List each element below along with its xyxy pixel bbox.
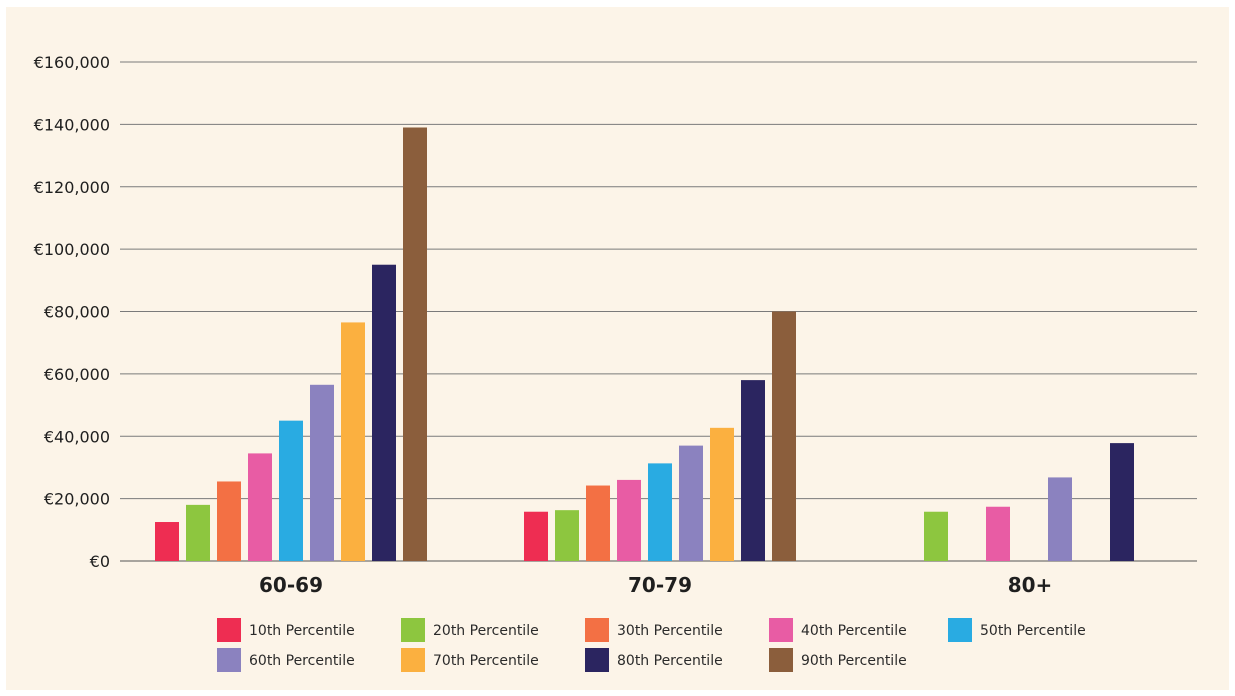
bar-60-69-20th-percentile	[186, 504, 210, 561]
bar-60-69-10th-percentile	[155, 522, 179, 561]
bar-70-79-80th-percentile	[741, 380, 765, 561]
legend-swatch	[948, 618, 972, 642]
legend-label: 80th Percentile	[617, 653, 723, 669]
legend-label: 30th Percentile	[617, 623, 723, 639]
legend-label: 60th Percentile	[249, 653, 355, 669]
bar-70-79-10th-percentile	[524, 511, 548, 561]
bar-70-79-40th-percentile	[617, 479, 641, 561]
bar-70-79-90th-percentile	[772, 311, 796, 561]
y-tick-label: €80,000	[44, 303, 110, 322]
legend-swatch	[585, 648, 609, 672]
legend-swatch	[769, 648, 793, 672]
bar-70-79-60th-percentile	[679, 445, 703, 561]
bar-80+-20th-percentile	[924, 511, 948, 561]
legend-item: 10th Percentile	[217, 618, 355, 642]
legend-label: 20th Percentile	[433, 623, 539, 639]
y-axis-tick-labels: €0 €20,000 €40,000 €60,000 €80,000 €100,000 €1…	[34, 53, 110, 571]
bar-60-69-90th-percentile	[403, 127, 427, 562]
legend-swatch	[401, 618, 425, 642]
bar-80+-40th-percentile	[986, 506, 1010, 561]
y-tick-label: €100,000	[34, 240, 110, 259]
legend-item: 50th Percentile	[948, 618, 1086, 642]
legend-item: 30th Percentile	[585, 618, 723, 642]
bar-70-79-20th-percentile	[555, 510, 579, 561]
bars	[155, 127, 1134, 562]
legend: 10th Percentile 20th Percentile 30th Perce…	[217, 618, 1086, 672]
legend-item: 70th Percentile	[401, 648, 539, 672]
legend-swatch	[401, 648, 425, 672]
legend-item: 20th Percentile	[401, 618, 539, 642]
y-tick-label: €160,000	[34, 53, 110, 72]
legend-label: 70th Percentile	[433, 653, 539, 669]
bar-80+-60th-percentile	[1048, 477, 1072, 561]
bar-60-69-40th-percentile	[248, 453, 272, 561]
bar-group-80+	[924, 443, 1134, 561]
legend-swatch	[769, 618, 793, 642]
legend-label: 40th Percentile	[801, 623, 907, 639]
y-tick-label: €40,000	[44, 427, 110, 446]
bar-60-69-80th-percentile	[372, 264, 396, 561]
bar-80+-80th-percentile	[1110, 443, 1134, 561]
bar-60-69-70th-percentile	[341, 322, 365, 561]
bar-70-79-30th-percentile	[586, 485, 610, 561]
bar-70-79-50th-percentile	[648, 463, 672, 561]
legend-swatch	[217, 648, 241, 672]
legend-item: 40th Percentile	[769, 618, 907, 642]
bar-group-60-69	[155, 127, 427, 562]
legend-item: 60th Percentile	[217, 648, 355, 672]
chart-panel	[6, 7, 1229, 690]
bar-60-69-60th-percentile	[310, 384, 334, 561]
y-tick-label: €140,000	[34, 115, 110, 134]
legend-item: 80th Percentile	[585, 648, 723, 672]
x-category-label: 60-69	[259, 573, 323, 597]
legend-label: 90th Percentile	[801, 653, 907, 669]
y-tick-label: €60,000	[44, 365, 110, 384]
y-tick-label: €20,000	[44, 490, 110, 509]
x-category-label: 70-79	[628, 573, 692, 597]
legend-swatch	[217, 618, 241, 642]
bar-group-70-79	[524, 311, 796, 561]
bar-60-69-30th-percentile	[217, 481, 241, 561]
y-tick-label: €120,000	[34, 178, 110, 197]
legend-label: 50th Percentile	[980, 623, 1086, 639]
x-axis-category-labels: 60-69 70-79 80+	[259, 573, 1052, 597]
y-tick-label: €0	[90, 552, 110, 571]
bar-70-79-70th-percentile	[710, 427, 734, 561]
legend-item: 90th Percentile	[769, 648, 907, 672]
legend-label: 10th Percentile	[249, 623, 355, 639]
legend-swatch	[585, 618, 609, 642]
bar-60-69-50th-percentile	[279, 420, 303, 561]
x-category-label: 80+	[1008, 573, 1053, 597]
